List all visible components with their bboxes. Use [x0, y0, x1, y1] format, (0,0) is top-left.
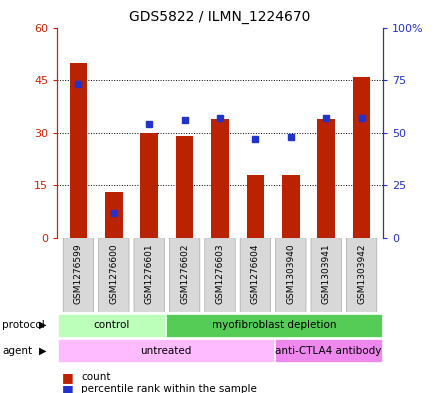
Text: untreated: untreated: [140, 346, 191, 356]
Text: GSM1276601: GSM1276601: [145, 243, 154, 304]
FancyBboxPatch shape: [275, 339, 382, 362]
FancyBboxPatch shape: [58, 339, 274, 362]
FancyBboxPatch shape: [311, 238, 341, 312]
Text: anti-CTLA4 antibody: anti-CTLA4 antibody: [275, 346, 382, 356]
Text: percentile rank within the sample: percentile rank within the sample: [81, 384, 257, 393]
Bar: [105, 192, 123, 238]
Bar: [246, 174, 264, 238]
Bar: [211, 119, 229, 238]
Bar: [70, 62, 87, 238]
Text: GSM1276603: GSM1276603: [216, 243, 224, 304]
Bar: [317, 119, 335, 238]
Text: GSM1276600: GSM1276600: [109, 243, 118, 304]
Text: agent: agent: [2, 346, 32, 356]
Bar: [353, 77, 370, 238]
Text: GSM1276604: GSM1276604: [251, 243, 260, 304]
FancyBboxPatch shape: [63, 238, 94, 312]
Text: GSM1303940: GSM1303940: [286, 243, 295, 304]
Text: GSM1276599: GSM1276599: [74, 243, 83, 304]
Text: GSM1276602: GSM1276602: [180, 243, 189, 304]
FancyBboxPatch shape: [166, 314, 382, 337]
Text: protocol: protocol: [2, 320, 45, 330]
FancyBboxPatch shape: [169, 238, 200, 312]
Text: ▶: ▶: [39, 320, 47, 330]
FancyBboxPatch shape: [134, 238, 165, 312]
Text: control: control: [93, 320, 130, 330]
Bar: [282, 174, 300, 238]
FancyBboxPatch shape: [205, 238, 235, 312]
FancyBboxPatch shape: [58, 314, 165, 337]
Text: ■: ■: [62, 382, 73, 393]
Text: GSM1303942: GSM1303942: [357, 243, 366, 304]
FancyBboxPatch shape: [99, 238, 129, 312]
FancyBboxPatch shape: [346, 238, 377, 312]
Text: count: count: [81, 372, 111, 382]
Text: ■: ■: [62, 371, 73, 384]
Text: GSM1303941: GSM1303941: [322, 243, 331, 304]
FancyBboxPatch shape: [240, 238, 271, 312]
FancyBboxPatch shape: [275, 238, 306, 312]
Text: myofibroblast depletion: myofibroblast depletion: [212, 320, 337, 330]
Bar: [176, 136, 194, 238]
Text: ▶: ▶: [39, 346, 47, 356]
Title: GDS5822 / ILMN_1224670: GDS5822 / ILMN_1224670: [129, 10, 311, 24]
Bar: [140, 132, 158, 238]
